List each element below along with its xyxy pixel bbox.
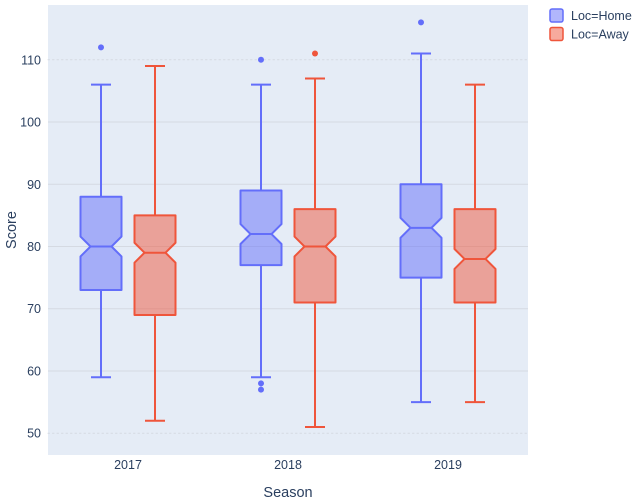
notched-box (239, 189, 283, 267)
legend-item-loc-away[interactable]: Loc=Away (549, 26, 630, 42)
y-tick-label-70: 70 (27, 302, 41, 316)
outlier-point (98, 44, 104, 51)
box-Loc=Away-2018[interactable] (293, 50, 337, 428)
plot-area[interactable] (48, 5, 528, 455)
y-tick-label-90: 90 (27, 178, 41, 192)
notched-box (79, 195, 123, 292)
x-tick-label-2017: 2017 (114, 458, 142, 472)
y-axis-title: Score (4, 211, 20, 249)
notched-box (399, 183, 443, 279)
box-Loc=Home-2018[interactable] (239, 56, 283, 393)
x-tick-label-2018: 2018 (274, 458, 302, 472)
legend-swatch (549, 8, 564, 23)
y-tick-label-50: 50 (27, 427, 41, 441)
legend-label: Loc=Home (571, 9, 632, 23)
box-Loc=Away-2019[interactable] (453, 83, 497, 404)
outlier-point (418, 19, 424, 26)
box-series-group (79, 19, 497, 428)
box-Loc=Home-2017[interactable] (79, 44, 123, 379)
outlier-point (258, 380, 264, 387)
notched-box (293, 208, 337, 304)
legend-label: Loc=Away (571, 28, 630, 42)
legend-item-loc-home[interactable]: Loc=Home (549, 8, 632, 23)
y-tick-label-110: 110 (21, 53, 41, 67)
y-axis-tick-labels: 50 60 70 80 90 100 110 (20, 53, 41, 440)
x-axis-tick-labels: 2017 2018 2019 (114, 458, 462, 472)
box-Loc=Away-2017[interactable] (133, 64, 177, 422)
notched-box (133, 214, 177, 316)
legend: Loc=Home Loc=Away (549, 8, 632, 42)
x-axis-title: Season (263, 485, 312, 501)
y-tick-label-100: 100 (20, 116, 41, 130)
y-tick-label-60: 60 (27, 364, 41, 378)
legend-swatch (549, 26, 564, 42)
notched-box (453, 208, 497, 304)
outlier-point (312, 50, 318, 57)
outlier-point (258, 56, 264, 63)
gridlines (47, 59, 529, 434)
outlier-point (258, 386, 264, 393)
box-Loc=Home-2019[interactable] (399, 19, 443, 404)
y-tick-label-80: 80 (27, 240, 41, 254)
x-tick-label-2019: 2019 (434, 458, 462, 472)
